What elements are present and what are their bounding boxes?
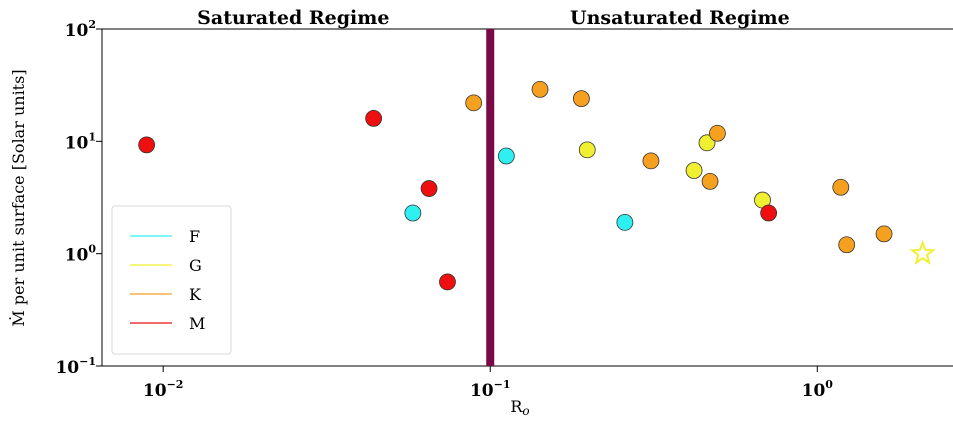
x-tick-exponent: 0 xyxy=(825,378,833,391)
data-point-M xyxy=(760,204,778,222)
legend-label-M: M xyxy=(189,314,205,333)
regime-labels: Saturated Regime Unsaturated Regime xyxy=(197,7,789,29)
data-point-G xyxy=(698,134,716,152)
y-tick-label: 10−1 xyxy=(55,355,96,378)
data-point-M xyxy=(365,110,383,127)
data-point-F xyxy=(497,147,515,165)
data-point-K xyxy=(875,225,893,243)
x-axis-title: Ro xyxy=(510,397,529,418)
data-points xyxy=(138,80,936,291)
regime-label: Saturated Regime xyxy=(197,7,389,29)
x-tick-base: 10 xyxy=(143,381,167,401)
y-tick-exponent: 1 xyxy=(88,130,96,143)
legend-label-K: K xyxy=(189,285,202,304)
x-tick-exponent: −2 xyxy=(167,378,184,391)
y-tick-base: 10 xyxy=(55,358,79,378)
x-tick-label: 10−1 xyxy=(470,378,511,401)
sun-star-marker xyxy=(909,239,936,265)
regime-label: Unsaturated Regime xyxy=(570,7,790,29)
data-point-F xyxy=(404,204,422,222)
legend-label-G: G xyxy=(189,256,202,275)
data-point-K xyxy=(573,90,590,108)
data-point-K xyxy=(465,94,483,112)
y-tick-exponent: 2 xyxy=(88,18,96,31)
y-axis-title: Ṁ per unit surface [Solar units] xyxy=(8,69,28,326)
legend-box xyxy=(111,205,232,355)
x-tick-label: 100 xyxy=(802,378,834,401)
data-point-K xyxy=(642,152,660,170)
y-tick-exponent: 0 xyxy=(88,243,96,256)
data-point-M xyxy=(138,136,156,154)
data-point-M xyxy=(420,180,438,197)
data-point-F xyxy=(616,213,634,231)
y-tick-label: 101 xyxy=(65,130,96,153)
data-point-K xyxy=(701,172,719,190)
y-tick-label: 102 xyxy=(65,18,96,41)
data-point-M xyxy=(439,273,456,291)
x-tick-base: 10 xyxy=(802,381,826,401)
x-axis-title-subscript: o xyxy=(522,404,529,418)
y-tick-base: 10 xyxy=(65,246,89,266)
x-tick-exponent: −1 xyxy=(494,378,511,391)
data-point-K xyxy=(832,178,850,196)
y-tick-exponent: −1 xyxy=(79,355,96,368)
data-point-G xyxy=(578,141,596,159)
x-tick-base: 10 xyxy=(470,381,494,401)
x-tick-label: 10−2 xyxy=(143,378,184,401)
regime-divider-line xyxy=(486,29,495,366)
data-point-G xyxy=(685,162,703,179)
data-point-K xyxy=(838,236,856,254)
y-tick-base: 10 xyxy=(65,133,89,153)
x-axis-title-main: R xyxy=(510,397,523,416)
data-point-K xyxy=(709,124,726,142)
legend-label-F: F xyxy=(189,227,200,246)
y-tick-base: 10 xyxy=(65,21,89,41)
data-point-K xyxy=(531,80,549,98)
y-tick-label: 100 xyxy=(65,243,97,266)
